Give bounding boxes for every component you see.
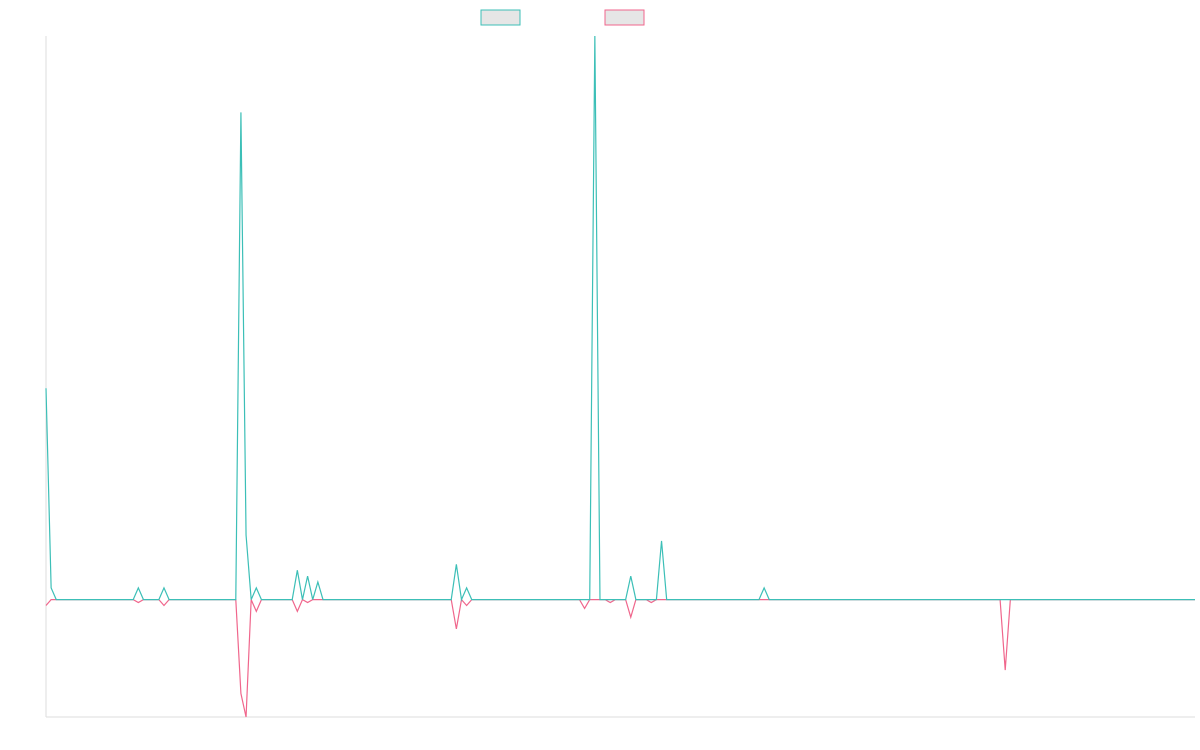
plot-area [45,35,1195,718]
series-2-line [45,598,1195,718]
legend-swatch-series-1[interactable] [480,9,521,26]
legend [480,9,645,26]
series-1 [45,35,1195,602]
series-1-line [45,35,1195,602]
series-2 [45,598,1195,718]
legend-swatch-series-2[interactable] [604,9,645,26]
